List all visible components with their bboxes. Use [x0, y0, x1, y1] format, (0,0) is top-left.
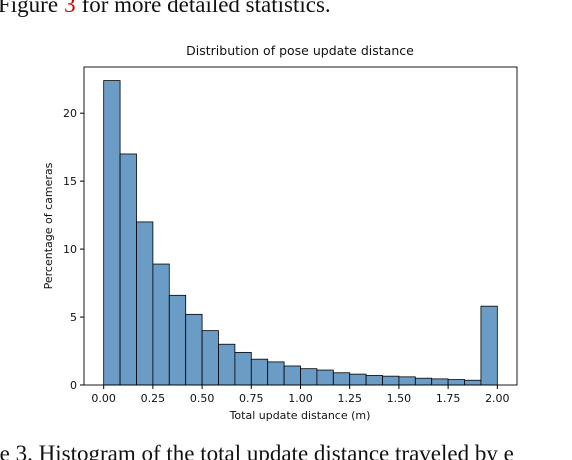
bar — [283, 365, 301, 386]
text: for more detailed statistics. — [82, 0, 331, 17]
bar — [447, 379, 465, 386]
body-text: Figure 3 for more detailed statistics. — [0, 0, 331, 17]
bar — [349, 373, 367, 386]
x-tick-label: 1.25 — [337, 392, 362, 405]
bar — [382, 375, 400, 386]
bar — [234, 351, 252, 386]
x-tick-label: 0.25 — [141, 392, 166, 405]
bar — [464, 379, 482, 386]
y-tick-label: 15 — [63, 175, 77, 188]
x-tick-label: 0.00 — [91, 392, 116, 405]
caption: re 3. Histogram of the total update dist… — [0, 441, 514, 460]
figure-ref[interactable]: 3 — [64, 0, 76, 17]
x-tick-label: 0.75 — [239, 392, 264, 405]
bar — [414, 377, 433, 386]
y-tick-label: 0 — [70, 379, 77, 392]
bar — [365, 375, 383, 386]
bar — [152, 263, 170, 386]
bar — [103, 80, 121, 386]
x-tick-label: 2.00 — [485, 392, 510, 405]
x-axis-label: Total update distance (m) — [229, 409, 371, 422]
x-tick-label: 1.75 — [436, 392, 461, 405]
bar — [168, 294, 187, 386]
bar — [300, 368, 318, 386]
bar — [398, 376, 416, 386]
bar — [218, 343, 236, 386]
bar — [332, 372, 351, 386]
y-tick-label: 20 — [63, 107, 77, 120]
text: Figure — [0, 0, 58, 17]
y-tick-label: 10 — [63, 243, 77, 256]
bar — [431, 378, 449, 386]
y-tick-label: 5 — [70, 311, 77, 324]
x-tick-label: 1.50 — [387, 392, 412, 405]
bar — [267, 361, 285, 386]
chart-title: Distribution of pose update distance — [186, 43, 414, 58]
y-axis-label: Percentage of cameras — [42, 162, 55, 289]
bar — [480, 305, 498, 386]
bar — [136, 221, 154, 386]
bar — [201, 330, 219, 386]
bar — [119, 153, 137, 386]
bar — [316, 369, 334, 386]
x-tick-label: 0.50 — [190, 392, 215, 405]
bar — [250, 358, 269, 386]
x-tick-label: 1.00 — [288, 392, 313, 405]
bar — [185, 313, 203, 386]
